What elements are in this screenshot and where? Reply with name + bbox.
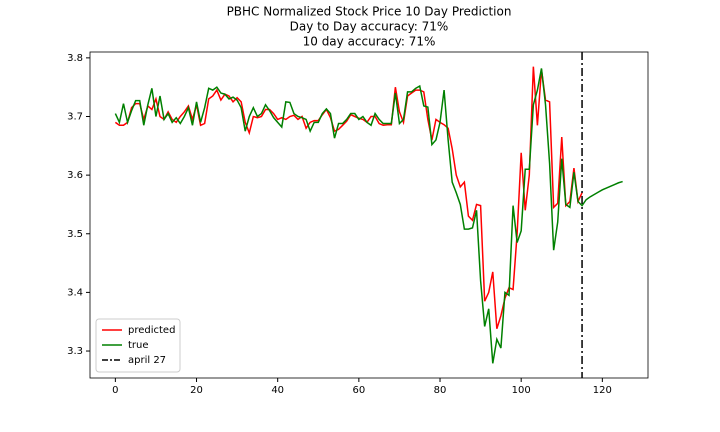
x-tick-label: 80	[434, 385, 447, 396]
series-line	[114, 68, 623, 364]
legend-box	[95, 318, 181, 373]
x-tick-label: 120	[593, 385, 612, 396]
legend-label: april 27	[128, 355, 166, 366]
series-line	[114, 66, 583, 329]
x-tick-label: 0	[112, 385, 118, 396]
y-tick-label: 3.3	[67, 346, 83, 357]
x-tick-label: 100	[512, 385, 531, 396]
y-tick-label: 3.6	[67, 170, 83, 181]
chart-title: PBHC Normalized Stock Price 10 Day Predi…	[227, 5, 512, 19]
y-tick-label: 3.8	[67, 53, 83, 64]
y-tick-label: 3.7	[67, 111, 83, 122]
x-tick-label: 20	[190, 385, 203, 396]
chart-title: Day to Day accuracy: 71%	[290, 20, 449, 34]
x-tick-label: 40	[271, 385, 284, 396]
y-tick-label: 3.4	[67, 287, 83, 298]
x-tick-label: 60	[352, 385, 365, 396]
legend-label: predicted	[128, 325, 175, 336]
plot-frame	[89, 51, 649, 379]
legend-label: true	[128, 340, 149, 351]
chart-title: 10 day accuracy: 71%	[303, 35, 436, 49]
y-tick-label: 3.5	[67, 229, 83, 240]
